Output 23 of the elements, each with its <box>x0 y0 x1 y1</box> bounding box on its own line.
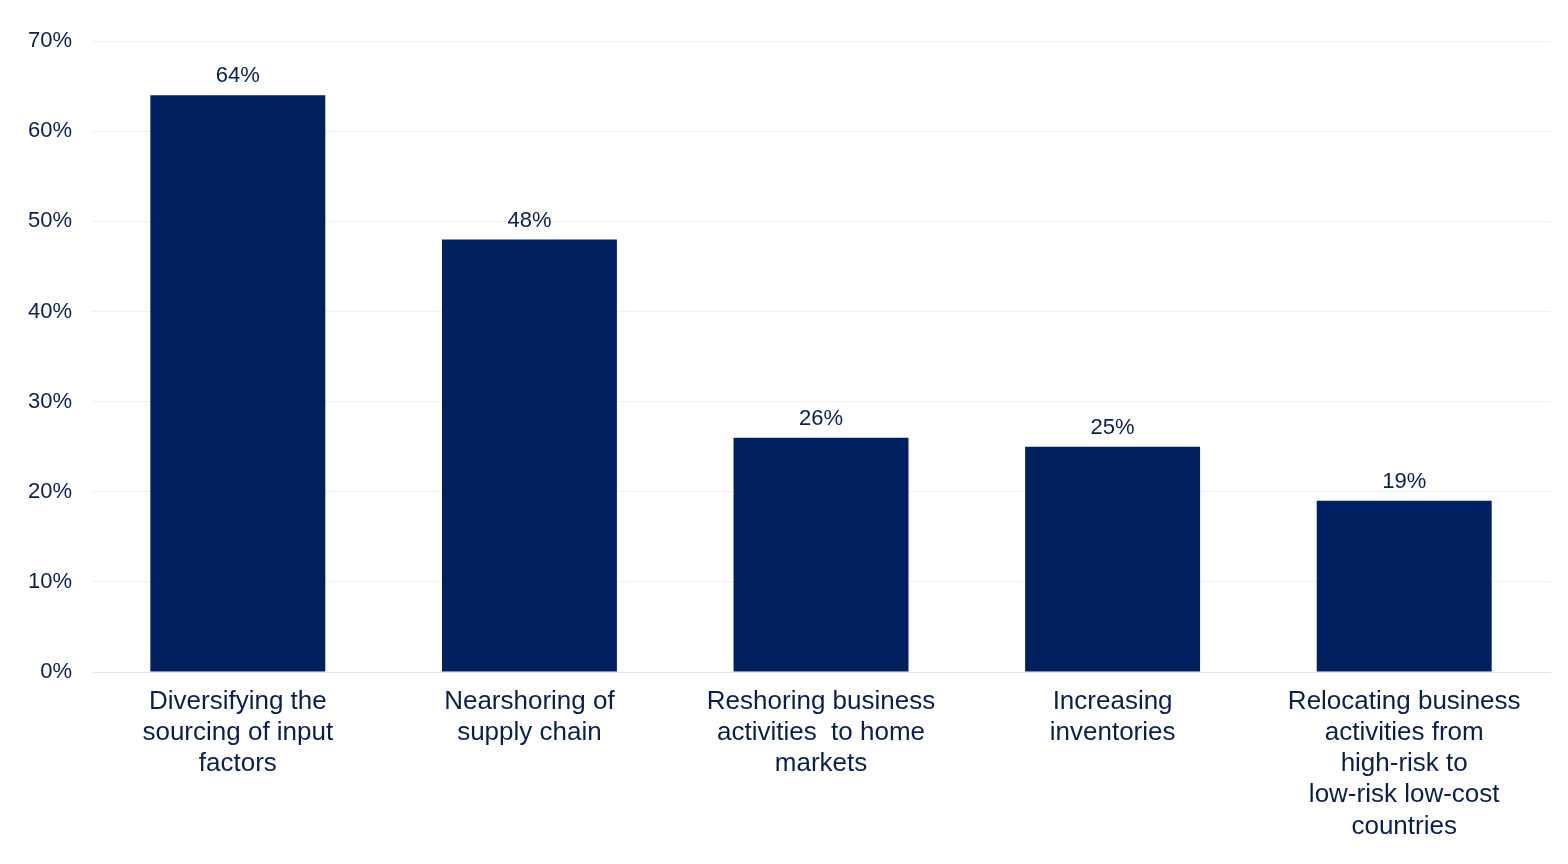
y-tick-label: 40% <box>27 297 73 323</box>
bar <box>150 95 326 672</box>
y-tick-label: 10% <box>27 567 73 593</box>
data-label: 64% <box>215 62 260 88</box>
y-tick-label: 20% <box>27 477 73 503</box>
x-tick-label: Relocating business activities from high-risk to low-risk low-cost countries <box>1287 684 1521 840</box>
x-tick-label: Diversifying the sourcing of input factors <box>142 684 334 778</box>
data-label: 19% <box>1382 467 1427 493</box>
y-tick-label: 0% <box>40 658 73 684</box>
bar <box>1316 500 1492 672</box>
y-tick-label: 30% <box>27 387 73 413</box>
bar <box>733 437 909 672</box>
bar <box>441 239 617 672</box>
y-tick-label: 60% <box>27 117 73 143</box>
x-tick-label: Reshoring business activities to home markets <box>706 684 936 778</box>
data-label: 26% <box>798 404 844 430</box>
y-tick-label: 70% <box>27 27 73 53</box>
data-label: 25% <box>1090 413 1135 439</box>
y-tick-label: 50% <box>27 207 73 233</box>
data-label: 48% <box>507 206 552 232</box>
x-tick-label: Nearshoring of supply chain <box>444 684 616 746</box>
x-tick-label: Increasing inventories <box>1049 684 1176 746</box>
bar <box>1025 446 1201 672</box>
